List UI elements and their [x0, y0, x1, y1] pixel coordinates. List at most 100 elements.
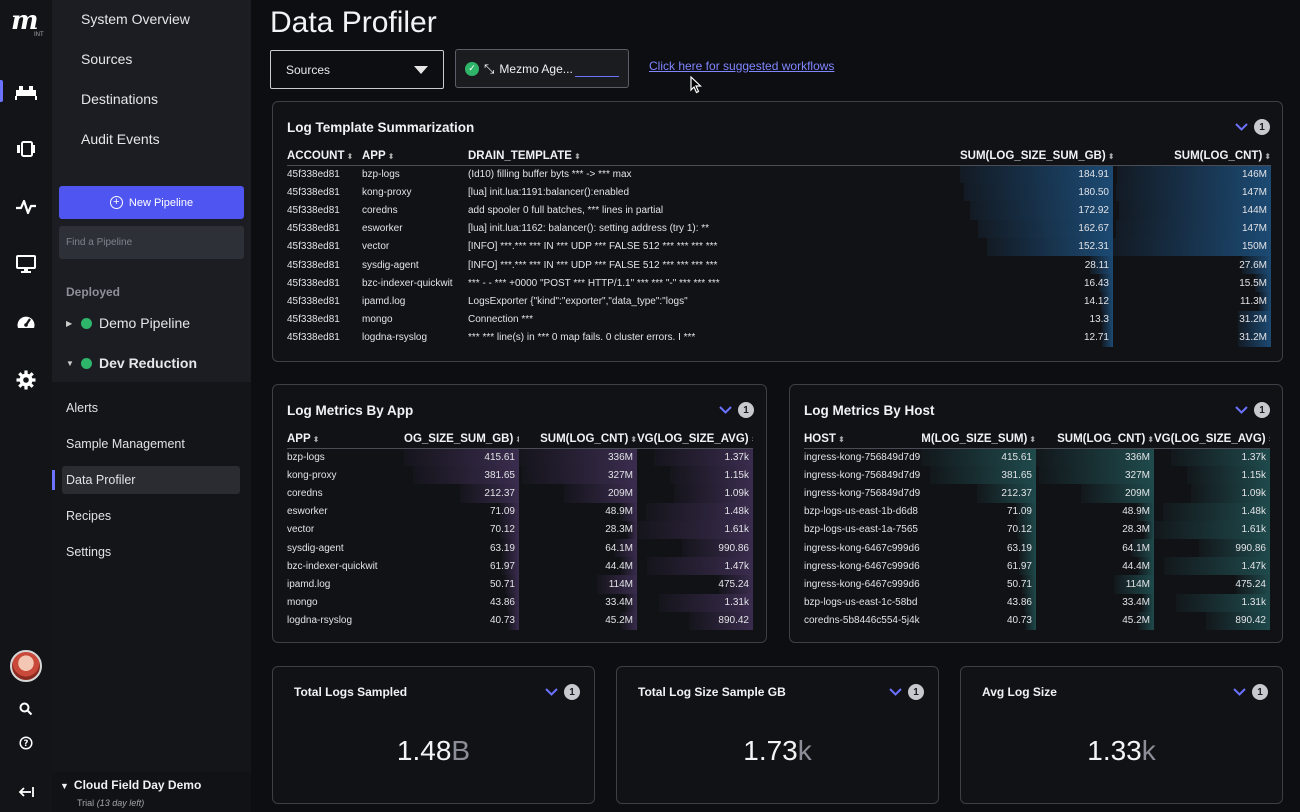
cell-value: coredns	[362, 204, 398, 216]
cell-value: 144M	[1241, 204, 1267, 216]
subnav-sample-management[interactable]: Sample Management	[66, 437, 185, 451]
col-log-size-avg[interactable]: VG(LOG_SIZE_AVG)⬍	[637, 431, 753, 449]
col-sum-log-cnt[interactable]: SUM(LOG_CNT) ⬍	[1113, 148, 1271, 166]
find-pipeline-input[interactable]: Find a Pipeline	[59, 226, 244, 259]
cell-name: bzc-indexer-quickwit	[287, 557, 404, 575]
suggested-workflows-link[interactable]: Click here for suggested workflows	[649, 59, 835, 73]
subnav-recipes[interactable]: Recipes	[66, 509, 112, 523]
col-account[interactable]: ACCOUNT ⬍	[287, 148, 362, 166]
subnav-alerts[interactable]: Alerts	[66, 401, 98, 415]
nav-destinations[interactable]: Destinations	[81, 91, 159, 107]
table-row[interactable]: bzp-logs-us-east-1c-58bd 43.86 33.4M 1.31k	[804, 593, 1270, 612]
cell-value: 45f338ed81	[287, 332, 340, 344]
col-drain-template[interactable]: DRAIN_TEMPLATE ⬍	[468, 148, 960, 166]
cell-value: 475.24	[1235, 578, 1266, 590]
cell-value: 45.2M	[605, 615, 633, 627]
sources-select[interactable]: Sources	[270, 50, 444, 89]
col-log-size-sum[interactable]: M(LOG_SIZE_SUM) ⬍	[921, 431, 1036, 449]
table-row[interactable]: 45f338ed81 ipamd.log LogsExporter {"kind":…	[287, 292, 1271, 311]
dashboards-icon[interactable]	[14, 137, 38, 161]
cell-bar	[977, 484, 1036, 503]
cell-value: 45f338ed81	[287, 259, 340, 271]
table-row[interactable]: 45f338ed81 sysdig-agent [INFO] ***.*** ***…	[287, 255, 1271, 275]
search-icon[interactable]	[14, 697, 38, 721]
nav-audit-events[interactable]: Audit Events	[81, 131, 160, 147]
mezmo-logo[interactable]: m INT	[10, 6, 44, 38]
cell-name: coredns-5b8446c554-5j4k	[804, 612, 921, 630]
user-avatar[interactable]	[10, 650, 42, 682]
table-row[interactable]: bzp-logs-us-east-1b-d6d8 71.09 48.9M 1.48k	[804, 502, 1270, 521]
cell-value: *** *** line(s) in *** 0 map fails. 0 cl…	[468, 332, 696, 344]
cell-size: 71.09	[404, 502, 519, 521]
table-row[interactable]: ingress-kong-6467c999d6 63.19 64.1M 990.86	[804, 538, 1270, 558]
table-row[interactable]: logdna-rsyslog 40.73 45.2M 890.42	[287, 611, 753, 630]
col-sum-log-size[interactable]: SUM(LOG_SIZE_SUM_GB) ⬍	[960, 148, 1113, 166]
cell-value: 44.4M	[605, 560, 633, 572]
table-row[interactable]: 45f338ed81 bzp-logs (Id10) filling buffer …	[287, 165, 1271, 184]
col-log-cnt[interactable]: SUM(LOG_CNT) ⬍	[519, 431, 637, 449]
table-row[interactable]: ingress-kong-756849d7d9 415.61 336M 1.37k	[804, 448, 1270, 467]
help-icon[interactable]: ?	[14, 731, 38, 755]
table-row[interactable]: 45f338ed81 mongo Connection *** 13.3 31.2M	[287, 310, 1271, 329]
table-row[interactable]: ingress-kong-756849d7d9 381.65 327M 1.15k	[804, 466, 1270, 485]
chevron-down-icon[interactable]	[545, 686, 558, 699]
cell-value: 1.47k	[724, 560, 749, 572]
chevron-down-icon[interactable]	[1235, 404, 1248, 417]
col-host[interactable]: HOST ⬍	[804, 431, 921, 449]
gauge-icon[interactable]	[14, 310, 38, 334]
monitor-icon[interactable]	[14, 252, 38, 276]
chevron-down-icon[interactable]	[889, 686, 902, 699]
table-row[interactable]: 45f338ed81 coredns add spooler 0 full batc…	[287, 201, 1271, 220]
cell-value: [lua] init.lua:1191:balancer():enabled	[468, 186, 630, 198]
nav-sources[interactable]: Sources	[81, 51, 133, 67]
table-row[interactable]: 45f338ed81 logdna-rsyslog *** *** line(s) …	[287, 328, 1271, 347]
table-row[interactable]: bzp-logs 415.61 336M 1.37k	[287, 448, 753, 467]
col-log-size-avg[interactable]: VG(LOG_SIZE_AVG)⬍	[1154, 431, 1270, 449]
table-row[interactable]: 45f338ed81 bzc-indexer-quickwit *** - - **…	[287, 274, 1271, 293]
org-switcher[interactable]: ▼ Cloud Field Day Demo Trial (13 day left…	[52, 772, 251, 812]
table-row[interactable]: esworker 71.09 48.9M 1.48k	[287, 502, 753, 521]
table-row[interactable]: ingress-kong-756849d7d9 212.37 209M 1.09k	[804, 484, 1270, 503]
col-log-size-sum[interactable]: OG_SIZE_SUM_GB) ⬍	[404, 431, 519, 449]
table-row[interactable]: ingress-kong-6467c999d6 61.97 44.4M 1.47k	[804, 557, 1270, 576]
cell-template: LogsExporter {"kind":"exporter","data_ty…	[468, 292, 960, 310]
sort-icon: ⬍	[630, 435, 637, 445]
nav-system-overview[interactable]: System Overview	[81, 11, 190, 27]
activity-icon[interactable]	[14, 195, 38, 219]
pipelines-icon[interactable]	[14, 80, 38, 104]
table-row[interactable]: mongo 43.86 33.4M 1.31k	[287, 593, 753, 612]
chevron-down-icon[interactable]	[1235, 121, 1248, 134]
cell-value: 45f338ed81	[287, 204, 340, 216]
cell-avg: 1.31k	[637, 593, 753, 612]
table-row[interactable]: coredns-5b8446c554-5j4k 40.73 45.2M 890.42	[804, 611, 1270, 630]
table-row[interactable]: bzp-logs-us-east-1a-7565 70.12 28.3M 1.61k	[804, 520, 1270, 539]
subnav-data-profiler[interactable]: Data Profiler	[66, 473, 136, 487]
col-app[interactable]: APP ⬍	[287, 431, 404, 449]
settings-icon[interactable]	[14, 368, 38, 392]
chevron-down-icon[interactable]	[719, 404, 732, 417]
col-app[interactable]: APP ⬍	[362, 148, 468, 166]
table-row[interactable]: coredns 212.37 209M 1.09k	[287, 484, 753, 503]
agent-selector[interactable]: ✓ ⤡ Mezmo Age...	[455, 49, 629, 88]
cell-value: 14.12	[1083, 295, 1109, 307]
col-log-cnt[interactable]: SUM(LOG_CNT) ⬍	[1036, 431, 1154, 449]
chevron-down-icon[interactable]	[1233, 686, 1246, 699]
table-row[interactable]: vector 70.12 28.3M 1.61k	[287, 520, 753, 539]
table-row[interactable]: 45f338ed81 kong-proxy [lua] init.lua:1191:…	[287, 183, 1271, 202]
table-row[interactable]: 45f338ed81 vector [INFO] ***.*** *** IN **…	[287, 237, 1271, 256]
table-row[interactable]: sysdig-agent 63.19 64.1M 990.86	[287, 538, 753, 558]
table-row[interactable]: 45f338ed81 esworker [lua] init.lua:1162: b…	[287, 219, 1271, 238]
table-row[interactable]: kong-proxy 381.65 327M 1.15k	[287, 466, 753, 485]
subnav-settings[interactable]: Settings	[66, 545, 112, 559]
table-row[interactable]: bzc-indexer-quickwit 61.97 44.4M 1.47k	[287, 557, 753, 576]
cell-avg: 1.47k	[637, 557, 753, 576]
collapse-icon[interactable]	[14, 780, 38, 804]
new-pipeline-button[interactable]: + New Pipeline	[59, 186, 244, 219]
cell-avg: 1.48k	[1154, 502, 1270, 521]
pipeline-demo-pipeline[interactable]: ▶ Demo Pipeline	[66, 315, 190, 331]
table-header-row: HOST ⬍ M(LOG_SIZE_SUM) ⬍ SUM(LOG_CNT) ⬍ VG(…	[804, 431, 1270, 449]
cell-app: coredns	[362, 201, 468, 219]
table-row[interactable]: ingress-kong-6467c999d6 50.71 114M 475.24	[804, 575, 1270, 594]
table-row[interactable]: ipamd.log 50.71 114M 475.24	[287, 575, 753, 594]
pipeline-dev-reduction[interactable]: ▼ Dev Reduction	[66, 355, 197, 371]
